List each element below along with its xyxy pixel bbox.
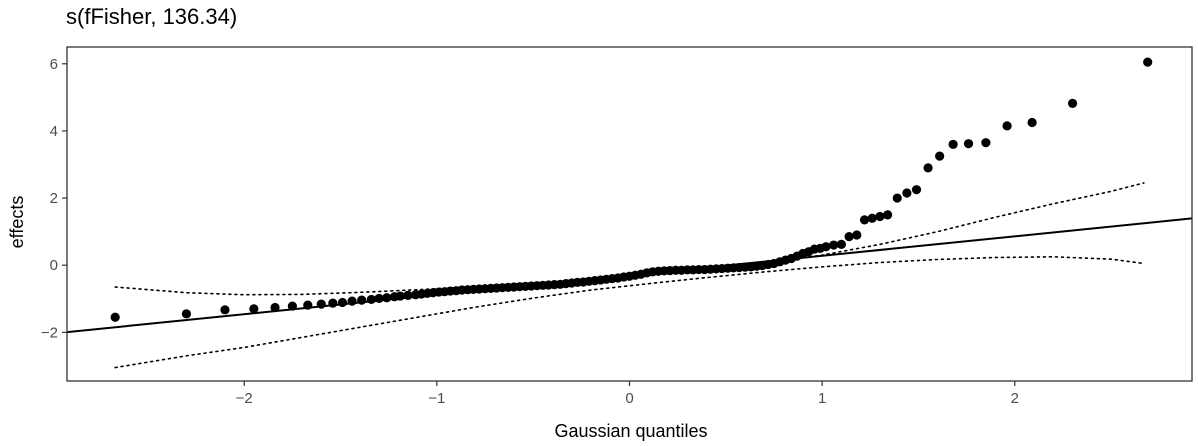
data-point [852, 230, 862, 240]
data-point [1067, 98, 1078, 108]
x-tick-label: −2 [236, 390, 253, 407]
data-point [403, 290, 413, 301]
confidence-band-lower [114, 255, 1145, 369]
y-axis: −2 0 2 4 6 [41, 56, 67, 341]
data-point [303, 300, 313, 310]
x-tick-label: 2 [1011, 390, 1019, 407]
y-tick-label: 6 [50, 56, 58, 73]
data-point [1143, 57, 1153, 67]
data-point [892, 193, 902, 203]
data-point [328, 298, 338, 308]
chart-title: s(fFisher, 136.34) [66, 4, 238, 29]
data-point [110, 312, 120, 322]
x-axis-title: Gaussian quantiles [554, 421, 707, 441]
data-point [981, 138, 991, 148]
data-point [1002, 121, 1012, 131]
data-point [963, 139, 974, 149]
data-point [287, 301, 297, 311]
data-point [366, 294, 376, 305]
data-point [374, 293, 384, 304]
data-point [270, 302, 280, 313]
y-tick-label: 0 [50, 257, 58, 274]
y-tick-label: 2 [50, 190, 58, 207]
x-tick-label: 0 [625, 390, 633, 407]
plot-panel [66, 46, 1193, 382]
data-point [923, 163, 933, 173]
data-point [249, 304, 259, 314]
data-point [829, 240, 839, 250]
data-point [347, 296, 357, 306]
x-tick-label: −1 [428, 390, 445, 407]
data-point [948, 139, 958, 149]
y-tick-label: 4 [50, 123, 58, 140]
data-point [883, 210, 893, 220]
panel-border [66, 46, 1193, 382]
data-point [935, 151, 945, 161]
data-point [316, 299, 326, 309]
data-point [836, 239, 847, 249]
data-point [859, 215, 870, 225]
data-point [181, 309, 192, 319]
data-point [911, 185, 922, 195]
data-point [357, 295, 367, 305]
x-tick-label: 1 [818, 390, 826, 407]
y-tick-label: −2 [41, 324, 58, 341]
data-point [875, 211, 885, 222]
data-point [1027, 117, 1037, 128]
y-axis-title: effects [7, 196, 27, 249]
data-point [395, 291, 405, 301]
plot-content [67, 57, 1192, 369]
data-point [220, 305, 230, 315]
data-point [337, 297, 348, 308]
data-point [902, 188, 912, 198]
data-point [821, 242, 831, 252]
data-point [867, 213, 877, 223]
x-axis: −2 −1 0 1 2 [236, 381, 1019, 407]
data-point [844, 232, 854, 242]
data-point [382, 293, 392, 303]
